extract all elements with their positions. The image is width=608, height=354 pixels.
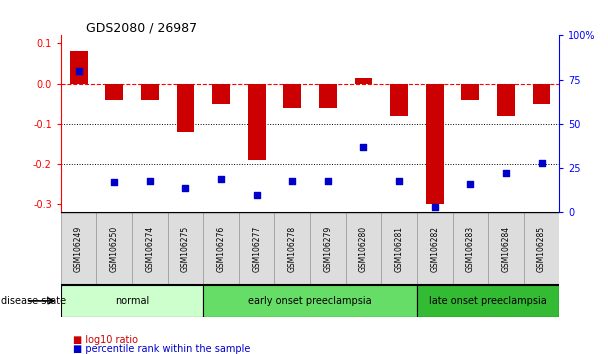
Bar [203, 285, 417, 317]
Text: GSM106282: GSM106282 [430, 226, 439, 272]
Point [288, 178, 297, 183]
Bar [488, 212, 523, 285]
Bar [381, 212, 417, 285]
Text: GSM106284: GSM106284 [502, 225, 511, 272]
Text: GSM106278: GSM106278 [288, 225, 297, 272]
Bar [61, 285, 203, 317]
Bar [319, 84, 337, 108]
Bar [417, 285, 559, 317]
Bar [346, 212, 381, 285]
Text: GSM106279: GSM106279 [323, 225, 333, 272]
Bar [247, 84, 266, 160]
Bar [70, 51, 88, 84]
Text: GSM106275: GSM106275 [181, 225, 190, 272]
Text: ■ percentile rank within the sample: ■ percentile rank within the sample [73, 344, 250, 354]
Bar [141, 84, 159, 100]
Text: early onset preeclampsia: early onset preeclampsia [248, 296, 372, 306]
Text: GSM106277: GSM106277 [252, 225, 261, 272]
Point [394, 178, 404, 183]
Text: disease state: disease state [1, 296, 66, 306]
Point [501, 171, 511, 176]
Point [216, 176, 226, 182]
Bar [168, 212, 203, 285]
Text: GSM106281: GSM106281 [395, 226, 404, 272]
Point [466, 181, 475, 187]
Point [323, 178, 333, 183]
Point [181, 185, 190, 190]
Point [537, 160, 547, 166]
Bar [176, 84, 195, 132]
Bar [132, 212, 168, 285]
Bar [61, 212, 97, 285]
Point [252, 192, 261, 198]
Bar [105, 84, 123, 100]
Bar [283, 84, 301, 108]
Bar [97, 212, 132, 285]
Text: normal: normal [115, 296, 149, 306]
Bar [461, 84, 479, 100]
Bar [354, 78, 372, 84]
Text: GSM106280: GSM106280 [359, 225, 368, 272]
Bar [452, 212, 488, 285]
Text: GSM106274: GSM106274 [145, 225, 154, 272]
Bar [523, 212, 559, 285]
Point [359, 144, 368, 150]
Bar [426, 84, 444, 204]
Text: GSM106276: GSM106276 [216, 225, 226, 272]
Text: GSM106285: GSM106285 [537, 225, 546, 272]
Text: GSM106283: GSM106283 [466, 225, 475, 272]
Text: late onset preeclampsia: late onset preeclampsia [429, 296, 547, 306]
Text: GDS2080 / 26987: GDS2080 / 26987 [86, 21, 197, 34]
Point [109, 179, 119, 185]
Bar [212, 84, 230, 104]
Bar [417, 212, 452, 285]
Text: GSM106249: GSM106249 [74, 225, 83, 272]
Bar [390, 84, 408, 116]
Text: GSM106250: GSM106250 [109, 225, 119, 272]
Bar [310, 212, 346, 285]
Point [145, 178, 154, 183]
Bar [274, 212, 310, 285]
Text: ■ log10 ratio: ■ log10 ratio [73, 335, 138, 345]
Bar [533, 84, 550, 104]
Bar [497, 84, 515, 116]
Bar [239, 212, 274, 285]
Bar [203, 212, 239, 285]
Point [430, 204, 440, 210]
Point [74, 68, 83, 74]
